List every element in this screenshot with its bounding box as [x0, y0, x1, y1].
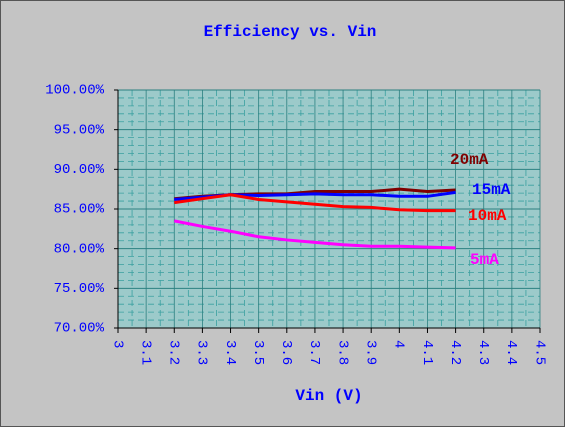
x-tick-label: 4 — [391, 340, 407, 348]
x-tick-label: 3.4 — [222, 340, 238, 365]
x-tick-label: 3.1 — [137, 340, 153, 365]
y-tick-label: 70.00% — [54, 321, 105, 337]
series-line — [173, 219, 456, 250]
x-tick-label: 4.4 — [503, 340, 519, 365]
chart-title: Efficiency vs. Vin — [204, 23, 377, 41]
series-label: 5mA — [470, 251, 499, 269]
y-tick-label: 85.00% — [54, 202, 105, 218]
x-tick-label: 3.9 — [362, 340, 378, 365]
y-tick-label: 80.00% — [54, 241, 105, 257]
x-tick-label: 3.6 — [278, 340, 294, 365]
y-tick-label: 90.00% — [54, 162, 105, 178]
x-tick-label: 3.3 — [194, 340, 210, 365]
x-tick-label: 4.1 — [419, 340, 435, 365]
y-tick-label: 95.00% — [54, 122, 105, 138]
x-tick-label: 3.2 — [166, 340, 182, 365]
x-tick-label: 3.5 — [250, 340, 266, 365]
y-tick-label: 100.00% — [45, 83, 104, 99]
x-tick-label: 3.8 — [334, 340, 350, 365]
x-tick-label: 4.5 — [531, 340, 547, 365]
series-label: 10mA — [468, 207, 507, 225]
series-label: 15mA — [472, 181, 511, 199]
series-line — [174, 193, 456, 213]
y-tick-label: 75.00% — [54, 281, 105, 297]
series-label: 20mA — [450, 151, 489, 169]
x-tick-label: 3 — [109, 340, 125, 348]
x-axis-label: Vin (V) — [295, 387, 362, 405]
x-tick-label: 4.3 — [475, 340, 491, 365]
x-tick-label: 4.2 — [447, 340, 463, 365]
x-tick-label: 3.7 — [306, 340, 322, 365]
